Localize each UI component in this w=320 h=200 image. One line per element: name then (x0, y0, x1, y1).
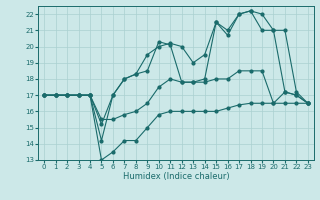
X-axis label: Humidex (Indice chaleur): Humidex (Indice chaleur) (123, 172, 229, 181)
